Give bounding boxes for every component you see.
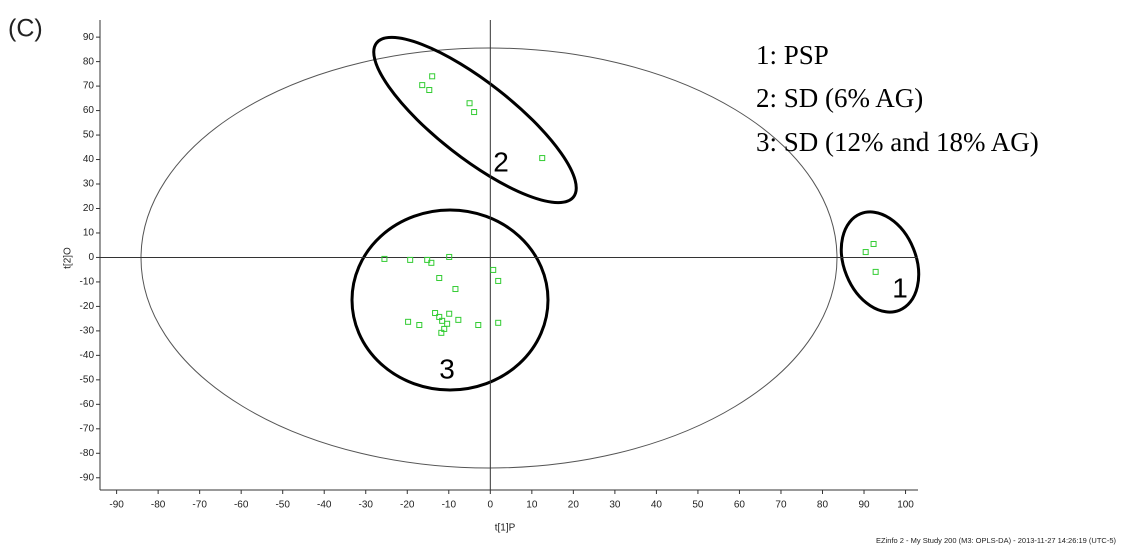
y-tick-label: -30: [80, 326, 95, 337]
y-tick-label: 90: [83, 32, 95, 43]
x-tick-label: 70: [775, 500, 787, 511]
point: [475, 322, 482, 329]
x-tick-label: -10: [442, 500, 457, 511]
point: [416, 322, 423, 329]
confidence-ellipse: [140, 47, 838, 469]
y-tick-label: 0: [88, 252, 94, 263]
cluster-label: 2: [493, 146, 509, 177]
x-tick-label: 100: [897, 500, 914, 511]
y-tick-label: 20: [83, 203, 95, 214]
x-tick-label: 50: [692, 500, 704, 511]
y-tick-label: 80: [83, 56, 95, 67]
point: [436, 275, 443, 282]
point: [466, 100, 473, 107]
point: [471, 109, 478, 116]
x-tick-label: -70: [192, 500, 207, 511]
x-tick-label: -30: [359, 500, 374, 511]
y-tick-label: -90: [80, 472, 95, 483]
x-tick-label: -50: [275, 500, 290, 511]
y-tick-label: -80: [80, 448, 95, 459]
x-tick-label: 90: [858, 500, 870, 511]
x-tick-label: 80: [817, 500, 829, 511]
legend-text: 1: PSP: [756, 40, 829, 70]
y-tick-label: 10: [83, 228, 95, 239]
y-tick-label: 60: [83, 105, 95, 116]
cluster-label: 3: [439, 353, 455, 384]
x-axis-label: t[1]P: [495, 523, 516, 534]
y-tick-label: -40: [80, 350, 95, 361]
x-tick-label: 30: [609, 500, 621, 511]
point: [419, 82, 426, 89]
y-tick-label: -20: [80, 301, 95, 312]
point: [862, 249, 869, 256]
point: [870, 240, 877, 247]
point: [405, 318, 412, 325]
point: [426, 87, 433, 94]
point: [446, 253, 453, 260]
x-tick-label: -40: [317, 500, 332, 511]
point: [429, 73, 436, 80]
cluster-ellipse: [350, 208, 550, 392]
x-tick-label: -60: [234, 500, 249, 511]
point: [872, 268, 879, 275]
y-tick-label: 30: [83, 179, 95, 190]
cluster-ellipse: [839, 210, 921, 314]
x-tick-label: 10: [526, 500, 538, 511]
y-tick-label: -70: [80, 423, 95, 434]
point: [446, 310, 453, 317]
point: [444, 320, 451, 327]
point: [381, 255, 388, 262]
point: [438, 329, 445, 336]
point: [455, 316, 462, 323]
point: [432, 310, 439, 317]
x-tick-label: 40: [651, 500, 663, 511]
x-tick-label: 60: [734, 500, 746, 511]
y-tick-label: -50: [80, 374, 95, 385]
point: [539, 155, 546, 162]
point: [495, 277, 502, 284]
point: [407, 256, 414, 263]
panel-label: (C): [8, 15, 43, 43]
point: [495, 319, 502, 326]
y-tick-label: -60: [80, 399, 95, 410]
x-tick-label: -20: [400, 500, 415, 511]
cluster-label: 1: [892, 272, 908, 303]
y-tick-label: 70: [83, 81, 95, 92]
x-tick-label: 0: [488, 500, 494, 511]
x-tick-label: -80: [151, 500, 166, 511]
x-tick-label: 20: [568, 500, 580, 511]
y-axis-label: t[2]O: [63, 247, 74, 269]
x-tick-label: -90: [109, 500, 124, 511]
point: [490, 266, 497, 273]
point: [452, 286, 459, 293]
legend-text: 2: SD (6% AG): [756, 83, 923, 113]
y-tick-label: 40: [83, 154, 95, 165]
footer: EZinfo 2 - My Study 200 (M3: OPLS-DA) - …: [876, 536, 1116, 545]
y-tick-label: 50: [83, 130, 95, 141]
y-tick-label: -10: [80, 277, 95, 288]
legend-text: 3: SD (12% and 18% AG): [756, 127, 1039, 157]
cluster-ellipse: [372, 35, 578, 205]
point: [428, 259, 435, 266]
